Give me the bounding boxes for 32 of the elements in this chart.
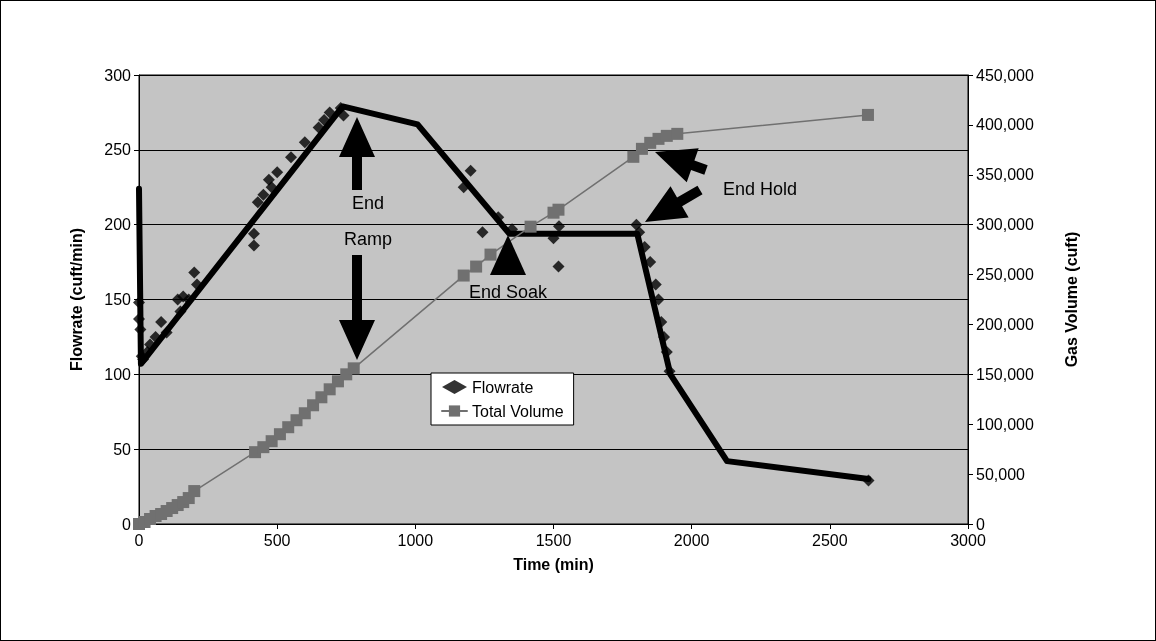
y2-tick-label: 0 bbox=[976, 515, 985, 533]
y2-tick-label: 400,000 bbox=[976, 116, 1034, 134]
y-tick-label: 100 bbox=[104, 365, 132, 383]
y2-tick-label: 200,000 bbox=[976, 315, 1034, 333]
x-tick-label: 2500 bbox=[812, 531, 848, 549]
x-tick-label: 3000 bbox=[950, 531, 986, 549]
x-axis-title: Time (min) bbox=[513, 555, 594, 573]
y2-tick-label: 150,000 bbox=[976, 365, 1034, 383]
x-tick-label: 1000 bbox=[397, 531, 434, 549]
y-tick-label: 0 bbox=[122, 515, 132, 533]
y2-axis-title: Gas Volume (cuft) bbox=[1062, 231, 1080, 368]
legend-label: Total Volume bbox=[472, 402, 564, 420]
y2-tick-label: 100,000 bbox=[976, 415, 1034, 433]
y-axis-title: Flowrate (cuft/min) bbox=[67, 227, 85, 372]
y-tick-label: 50 bbox=[113, 440, 132, 458]
y2-tick-label: 250,000 bbox=[976, 266, 1034, 284]
y2-tick-label: 450,000 bbox=[976, 66, 1034, 84]
x-tick-label: 0 bbox=[134, 531, 144, 549]
annotation: End Hold bbox=[722, 178, 798, 199]
y2-tick-label: 350,000 bbox=[976, 166, 1034, 184]
y-tick-label: 250 bbox=[104, 141, 132, 159]
legend-label: Flowrate bbox=[472, 378, 534, 396]
y2-tick-label: 300,000 bbox=[976, 216, 1034, 234]
y-tick-label: 300 bbox=[104, 66, 132, 84]
x-tick-label: 1500 bbox=[535, 531, 572, 549]
annotation: End Soak bbox=[468, 281, 549, 302]
y2-tick-label: 50,000 bbox=[976, 465, 1026, 483]
x-tick-label: 2000 bbox=[673, 531, 710, 549]
annotation: End Ramp bbox=[343, 192, 393, 249]
x-tick-label: 500 bbox=[263, 531, 291, 549]
y-tick-label: 200 bbox=[104, 216, 132, 234]
y-tick-label: 150 bbox=[104, 291, 132, 308]
